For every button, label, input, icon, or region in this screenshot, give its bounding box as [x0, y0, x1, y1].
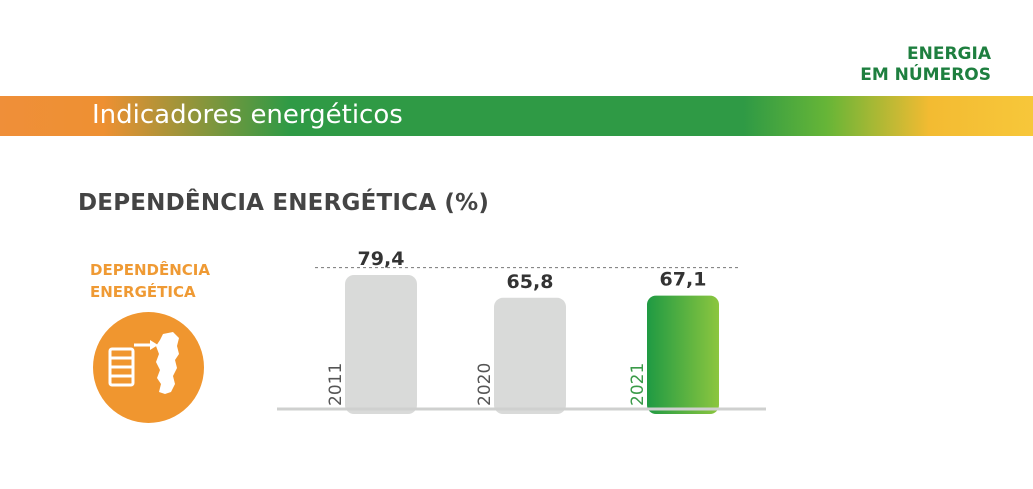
- category-label-2020: 2020: [475, 363, 495, 406]
- barrel-portugal-map-icon: [93, 312, 204, 423]
- value-label-2021: 67,1: [660, 269, 707, 291]
- icon-label-line-2: ENERGÉTICA: [90, 283, 196, 301]
- bar-2011: [345, 275, 417, 414]
- chart-title: DEPENDÊNCIA ENERGÉTICA (%): [78, 190, 490, 216]
- value-label-2020: 65,8: [507, 271, 554, 293]
- brand-line-2: EM NÚMEROS: [860, 65, 991, 85]
- brand-line-1: ENERGIA: [907, 44, 991, 64]
- banner-title: Indicadores energéticos: [92, 100, 403, 130]
- bar-2020: [494, 297, 566, 414]
- brand-logo-text: ENERGIA EM NÚMEROS: [860, 44, 991, 86]
- category-label-2021: 2021: [628, 363, 648, 406]
- icon-label: DEPENDÊNCIA ENERGÉTICA: [90, 259, 210, 303]
- bar-2021: [647, 295, 719, 414]
- category-label-2011: 2011: [326, 363, 346, 406]
- value-label-2011: 79,4: [358, 248, 405, 270]
- section-banner: [0, 96, 1033, 136]
- icon-label-line-1: DEPENDÊNCIA: [90, 261, 210, 279]
